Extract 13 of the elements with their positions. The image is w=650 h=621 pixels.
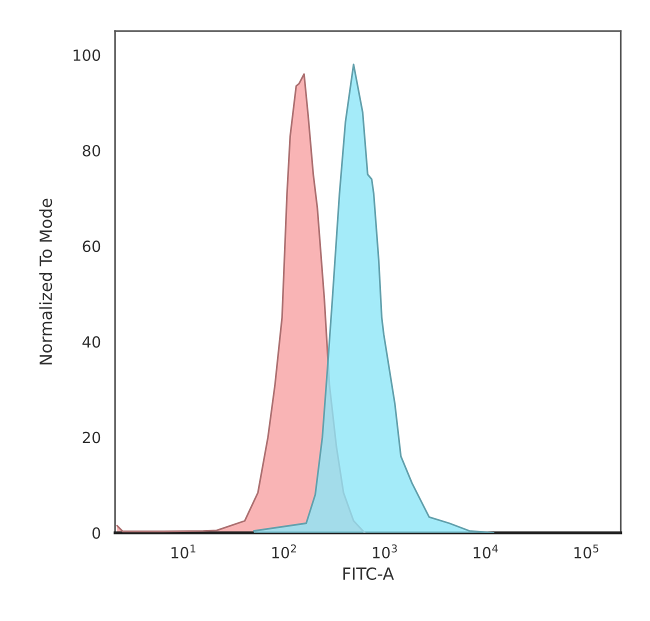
y-tick-label: 0 [92, 527, 100, 539]
x-tick-label: 10$^{3}$ [373, 544, 397, 558]
y-tick-label: 80 [82, 144, 100, 157]
x-tick-label: 10$^{4}$ [474, 544, 498, 558]
y-tick-label: 20 [82, 432, 100, 444]
x-tick-label: 10$^{1}$ [172, 544, 196, 558]
y-tick-label: 40 [82, 336, 100, 348]
x-tick-label: 10$^{5}$ [574, 544, 598, 558]
y-axis-title: Normalized To Mode [39, 198, 52, 364]
y-tick-label: 100 [74, 49, 100, 61]
y-tick-label: 60 [82, 240, 100, 252]
x-axis-title: FITC-A [343, 567, 394, 580]
x-tick-label: 10$^{2}$ [272, 544, 296, 558]
